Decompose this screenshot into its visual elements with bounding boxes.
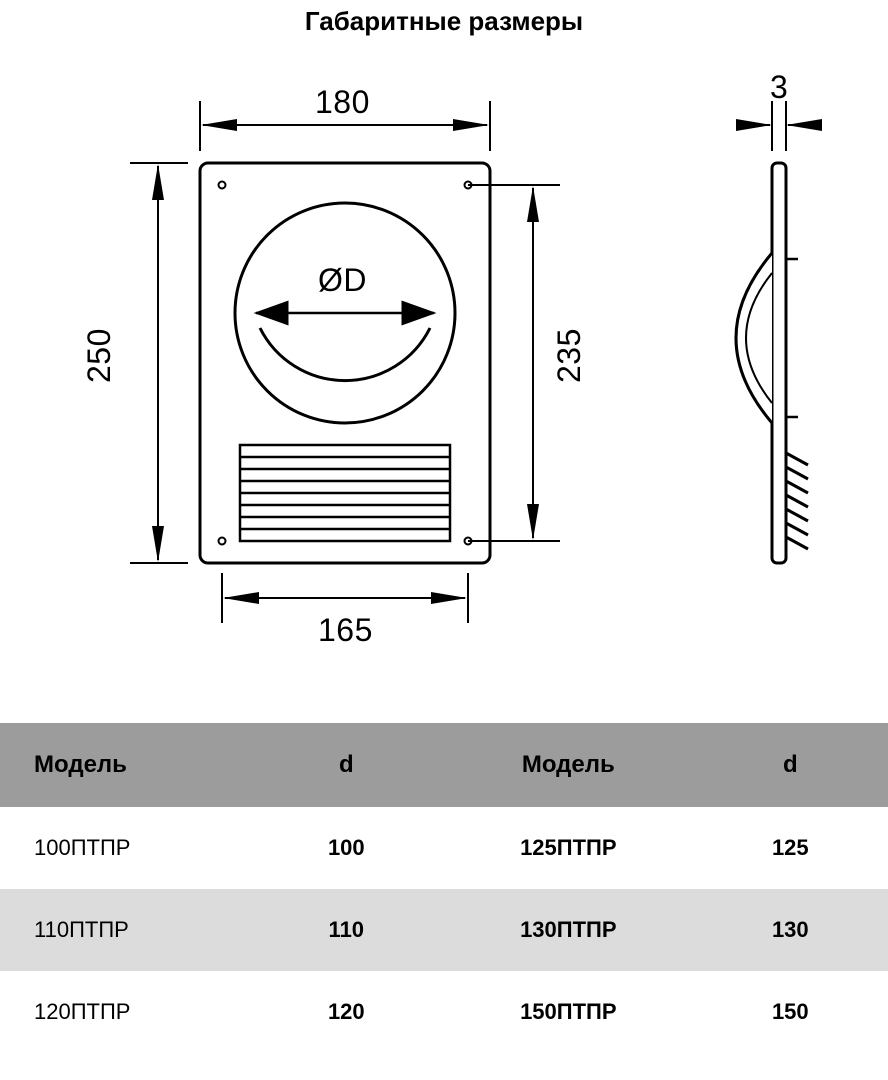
- cell: 125: [693, 807, 888, 889]
- dimension-top: 180: [200, 84, 490, 151]
- table-row: 120ПТПР 120 150ПТПР 150: [0, 971, 888, 1053]
- cell: 130ПТПР: [444, 889, 693, 971]
- svg-text:250: 250: [81, 328, 117, 383]
- table-row: 110ПТПР 110 130ПТПР 130: [0, 889, 888, 971]
- cell: 130: [693, 889, 888, 971]
- cell: 110ПТПР: [0, 889, 249, 971]
- svg-text:235: 235: [551, 328, 587, 383]
- cell: 120: [249, 971, 444, 1053]
- cell: 120ПТПР: [0, 971, 249, 1053]
- col-header-d1: d: [249, 723, 444, 807]
- cell: 100: [249, 807, 444, 889]
- cell: 110: [249, 889, 444, 971]
- cell: 125ПТПР: [444, 807, 693, 889]
- cell: 150ПТПР: [444, 971, 693, 1053]
- svg-text:180: 180: [315, 84, 370, 120]
- table-row: 100ПТПР 100 125ПТПР 125: [0, 807, 888, 889]
- col-header-model2: Модель: [444, 723, 693, 807]
- svg-text:165: 165: [318, 612, 373, 648]
- dimension-left: 250: [81, 163, 188, 563]
- dimension-bottom: 165: [222, 573, 468, 648]
- page-title: Габаритные размеры: [0, 0, 888, 43]
- technical-drawing: ØD 180: [0, 43, 888, 723]
- col-header-d2: d: [693, 723, 888, 807]
- col-header-model1: Модель: [0, 723, 249, 807]
- model-table: Модель d Модель d 100ПТПР 100 125ПТПР 12…: [0, 723, 888, 1053]
- side-view: [736, 163, 808, 563]
- dimension-thickness: 3: [740, 69, 818, 151]
- svg-text:3: 3: [770, 69, 788, 105]
- cell: 150: [693, 971, 888, 1053]
- table-header-row: Модель d Модель d: [0, 723, 888, 807]
- cell: 100ПТПР: [0, 807, 249, 889]
- diameter-label: ØD: [318, 262, 367, 298]
